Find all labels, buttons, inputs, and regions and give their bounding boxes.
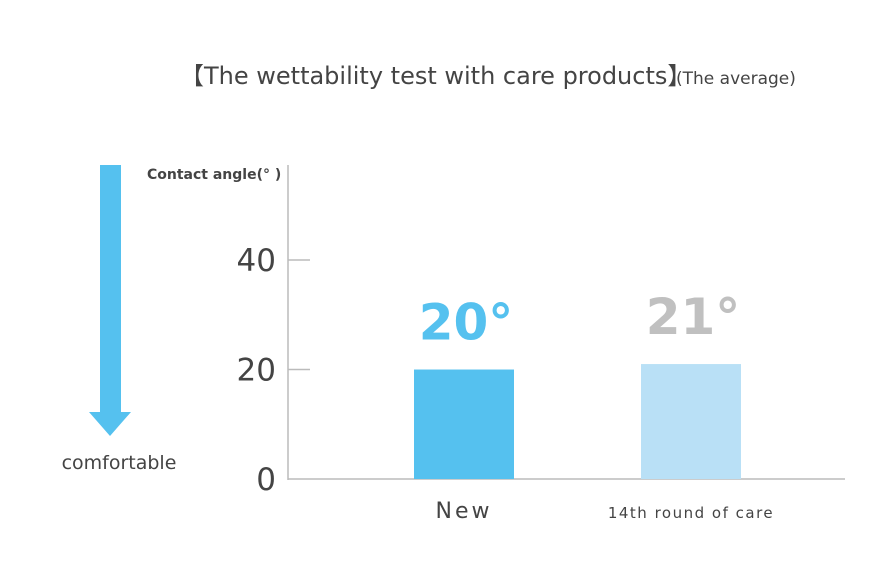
- value-label: 21°: [646, 288, 741, 346]
- value-label: 20°: [419, 294, 514, 352]
- x-tick-label: 14th round of care: [608, 504, 774, 522]
- chart-subtitle: (The average): [676, 69, 796, 89]
- y-tick-label: 20: [237, 353, 276, 389]
- bar: [414, 369, 514, 479]
- y-axis-label: Contact angle(° ): [147, 167, 281, 183]
- y-tick-label: 0: [256, 462, 276, 498]
- chart-title: 【The wettability test with care products…: [180, 62, 691, 90]
- arrow-shaft: [100, 165, 121, 413]
- bar: [641, 364, 741, 479]
- x-tick-label: New: [436, 499, 493, 524]
- y-tick-label: 40: [237, 243, 276, 279]
- arrow-head: [89, 412, 131, 436]
- annotation: comfortable: [62, 452, 177, 474]
